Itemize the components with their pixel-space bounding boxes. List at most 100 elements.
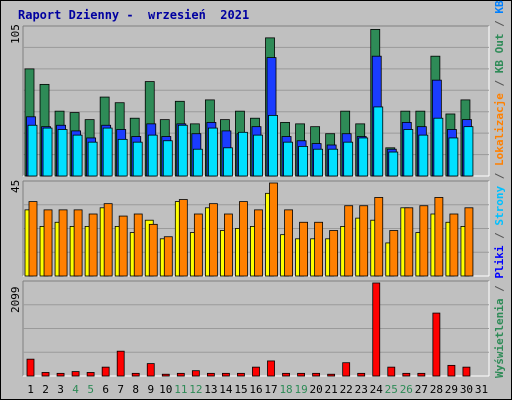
- bar-lokalizacje-day-3: [58, 209, 68, 277]
- bar-kb-f-day-4: [71, 371, 80, 377]
- bar-lokalizacje-day-8: [133, 213, 143, 277]
- bar-strony-day-4: [72, 134, 83, 177]
- bar-strony-day-16: [253, 134, 263, 177]
- bar-strony-day-9: [147, 134, 158, 177]
- x-tick-label: 21: [325, 383, 338, 396]
- bar-kb-f-day-10: [161, 373, 170, 377]
- bar-strony-day-26: [403, 129, 414, 177]
- bar-kb-f-day-25: [387, 366, 396, 377]
- bar-lokalizacje-day-1: [28, 201, 38, 277]
- x-tick-label: 8: [132, 383, 139, 396]
- bar-kb-f-day-16: [252, 366, 260, 377]
- bar-kb-f-day-11: [176, 372, 185, 377]
- x-tick-label: 4: [72, 383, 79, 396]
- bar-lokalizacje-day-4: [73, 209, 83, 277]
- bar-kb-f-day-6: [101, 366, 110, 377]
- bar-kb-f-day-2: [41, 372, 50, 377]
- legend-entry: /: [493, 73, 506, 94]
- bar-lokalizacje-day-12: [193, 213, 203, 277]
- legend-entry: /: [493, 166, 506, 186]
- bar-kb-f-day-29: [447, 364, 456, 377]
- legend-entry: /: [493, 278, 506, 299]
- bar-lokalizacje-day-10: [163, 236, 173, 277]
- legend-entry: Wyświetlenia: [493, 298, 506, 378]
- x-tick-label: 30: [460, 383, 473, 396]
- bar-kb-f-day-7: [116, 350, 125, 377]
- bar-kb-f-day-12: [191, 370, 200, 377]
- bar-lokalizacje-day-20: [314, 221, 324, 277]
- x-tick-label: 11: [174, 383, 187, 396]
- bar-strony-day-18: [283, 141, 293, 177]
- x-tick-label: 2: [42, 383, 49, 396]
- legend-entry: KB Out: [493, 33, 506, 74]
- bar-strony-day-19: [298, 145, 308, 177]
- bar-kb-f-day-15: [237, 372, 245, 377]
- legend-entry: Pliki: [493, 245, 506, 279]
- bar-kb-f-day-14: [222, 372, 230, 377]
- bar-strony-day-8: [132, 141, 143, 177]
- x-tick-label: 12: [189, 383, 202, 396]
- bar-kb-f-day-27: [417, 372, 426, 377]
- bar-lokalizacje-day-23: [359, 205, 369, 277]
- bar-kb-f-day-1: [26, 358, 35, 377]
- bar-lokalizacje-day-7: [118, 215, 128, 277]
- x-tick-label: 28: [430, 383, 443, 396]
- x-tick-label: 27: [415, 383, 428, 396]
- bar-lokalizacje-day-2: [43, 209, 53, 277]
- bar-strony-day-29: [448, 137, 459, 177]
- x-tick-label: 6: [102, 383, 109, 396]
- x-tick-label: 20: [310, 383, 323, 396]
- bar-lokalizacje-day-19: [299, 221, 308, 277]
- bar-lokalizacje-day-18: [284, 209, 293, 277]
- x-tick-label: 25: [385, 383, 398, 396]
- bar-lokalizacje-day-21: [329, 230, 339, 277]
- bar-strony-day-24: [373, 106, 384, 177]
- bar-strony-day-2: [42, 127, 53, 177]
- x-tick-label: 18: [279, 383, 292, 396]
- legend: Wyświetlenia / Pliki / Strony / Lokaliza…: [493, 0, 506, 378]
- x-tick-label: 14: [219, 383, 233, 396]
- bar-strony-day-5: [87, 141, 98, 177]
- bar-lokalizacje-day-17: [269, 182, 278, 277]
- bar-lokalizacje-day-6: [103, 203, 113, 277]
- legend-entry: Strony: [493, 185, 506, 226]
- bar-strony-day-25: [388, 151, 399, 177]
- bar-lokalizacje-day-22: [344, 205, 354, 277]
- bar-kb-f-day-26: [402, 372, 411, 377]
- bar-strony-day-3: [57, 129, 68, 177]
- x-tick-label: 7: [117, 383, 124, 396]
- bar-kb-f-day-19: [297, 372, 305, 377]
- x-tick-label: 17: [264, 383, 277, 396]
- bar-lokalizacje-day-30: [464, 207, 474, 277]
- bar-strony-day-30: [463, 126, 474, 177]
- bar-lokalizacje-day-14: [224, 213, 233, 277]
- bar-strony-day-7: [117, 138, 128, 177]
- bar-strony-day-22: [343, 141, 354, 177]
- bar-kb-f-day-3: [56, 372, 65, 377]
- bar-lokalizacje-day-26: [404, 207, 414, 277]
- bar-strony-day-15: [238, 131, 248, 177]
- bar-strony-day-13: [207, 127, 218, 177]
- x-tick-label: 16: [249, 383, 262, 396]
- bar-strony-day-11: [177, 124, 188, 177]
- x-tick-label: 26: [400, 383, 413, 396]
- x-tick-label: 19: [294, 383, 307, 396]
- bar-kb-f-day-13: [206, 372, 215, 377]
- x-tick-label: 1: [27, 383, 34, 396]
- bar-lokalizacje-day-5: [88, 213, 98, 277]
- bar-kb-f-day-9: [146, 363, 155, 377]
- x-tick-label: 10: [159, 383, 172, 396]
- bar-lokalizacje-day-27: [419, 205, 429, 277]
- bar-strony-day-12: [192, 148, 203, 177]
- bar-lokalizacje-day-28: [434, 197, 444, 277]
- bar-strony-day-10: [162, 140, 173, 177]
- bar-lokalizacje-day-11: [178, 199, 188, 277]
- bar-kb-f-day-28: [432, 312, 441, 377]
- bar-kb-f-day-22: [342, 362, 351, 377]
- bar-kb-f-day-18: [282, 372, 290, 377]
- legend-entry: /: [493, 13, 506, 34]
- legend-entry: /: [493, 225, 506, 246]
- x-tick-label: 3: [57, 383, 64, 396]
- x-tick-label: 24: [370, 383, 384, 396]
- legend-entry: Lokalizacje: [493, 93, 506, 167]
